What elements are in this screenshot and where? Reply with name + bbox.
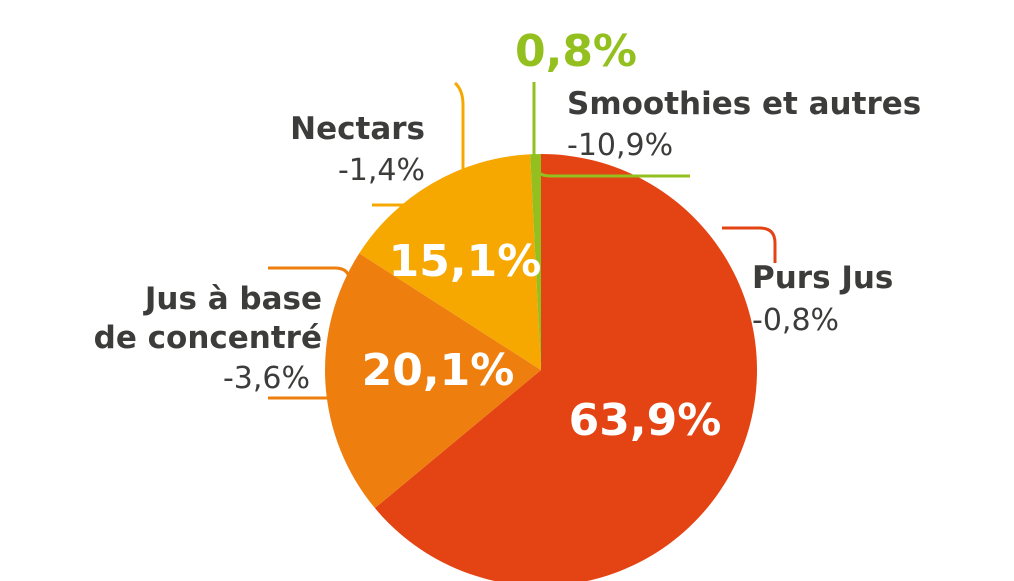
pie-slices (325, 154, 757, 581)
nectars-slice (359, 154, 541, 370)
smoothies-change: -10,9% (567, 128, 673, 163)
purs-jus-callout-line-lower (720, 305, 739, 357)
jus-concentre-callout-line (268, 266, 352, 400)
purs-jus-callout-line (722, 226, 777, 263)
smoothies-name: Smoothies et autres (567, 86, 921, 122)
jus-concentre-name-line1: Jus à base (143, 281, 322, 317)
jus-concentre-change: -3,6% (223, 361, 310, 396)
purs-jus-share-label: 63,9% (569, 395, 722, 446)
smoothies-share-label: 0,8% (515, 26, 637, 77)
purs-jus-name: Purs Jus (752, 260, 893, 296)
purs-jus-slice (374, 154, 757, 581)
jus-concentre-share-label: 20,1% (362, 345, 515, 396)
nectars-name: Nectars (290, 111, 425, 147)
smoothies-slice (530, 154, 541, 370)
jus-concentre-slice (325, 253, 541, 509)
nectars-change: -1,4% (338, 153, 425, 188)
purs-jus-change: -0,8% (752, 303, 839, 338)
jus-concentre-name-line2: de concentré (94, 320, 322, 356)
nectars-share-label: 15,1% (389, 236, 542, 287)
smoothies-callout-line (532, 82, 690, 178)
nectars-callout-line (372, 81, 465, 207)
